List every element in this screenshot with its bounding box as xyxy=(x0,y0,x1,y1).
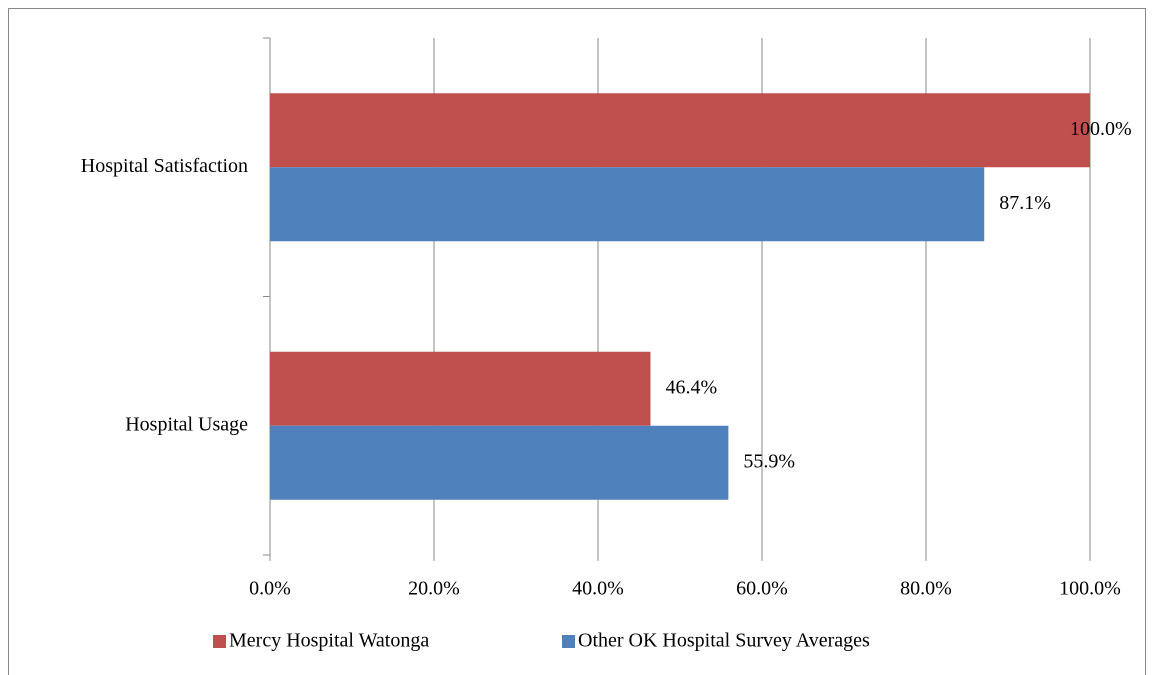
y-tick-label: Hospital Usage xyxy=(125,413,248,435)
bar xyxy=(270,425,729,500)
data-label: 55.9% xyxy=(743,450,795,472)
legend-label: Mercy Hospital Watonga xyxy=(229,630,429,652)
data-label: 87.1% xyxy=(999,192,1051,214)
x-tick-label: 60.0% xyxy=(736,578,788,600)
x-tick-label: 20.0% xyxy=(408,578,460,600)
legend-swatch xyxy=(213,635,226,648)
bar xyxy=(270,351,651,426)
legend-label: Other OK Hospital Survey Averages xyxy=(578,630,870,652)
bar xyxy=(270,93,1090,168)
y-tick-label: Hospital Satisfaction xyxy=(81,155,248,177)
chart-frame xyxy=(8,8,1146,675)
legend-swatch xyxy=(562,635,575,648)
data-label: 100.0% xyxy=(1070,118,1132,140)
x-tick-label: 100.0% xyxy=(1059,578,1121,600)
x-tick-label: 40.0% xyxy=(572,578,624,600)
x-tick-label: 0.0% xyxy=(249,578,291,600)
data-label: 46.4% xyxy=(665,376,717,398)
x-tick-label: 80.0% xyxy=(900,578,952,600)
bar xyxy=(270,167,985,242)
